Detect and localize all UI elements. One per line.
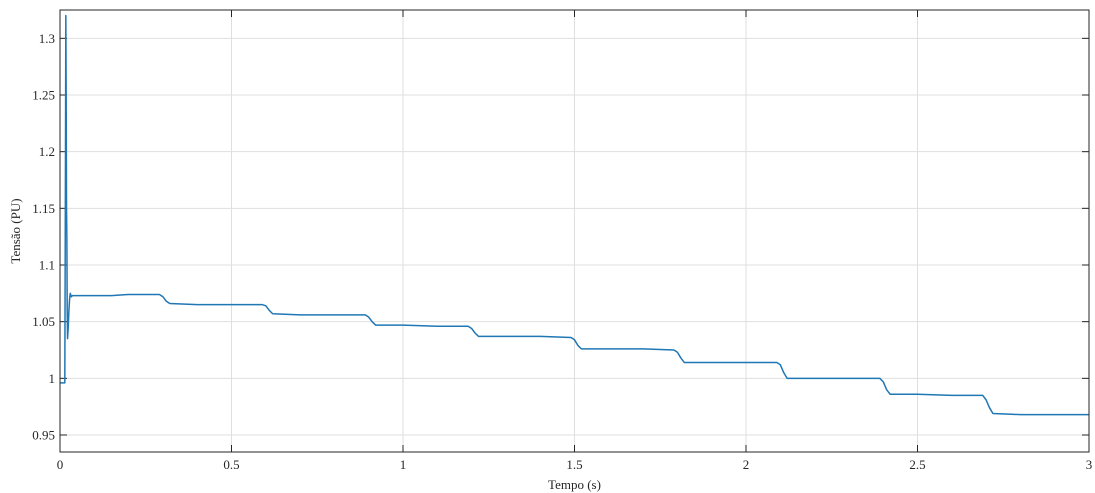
x-tick-labels: 0 0.5 1 1.5 2 2.5 3 [57,457,1093,472]
y-tick-label: 1.15 [32,201,55,216]
x-tick-label: 2.5 [909,457,925,472]
x-tick-label: 3 [1086,457,1093,472]
y-tick-label: 1.2 [39,144,55,159]
y-tick-labels: 0.95 1 1.05 1.1 1.15 1.2 1.25 1.3 [32,31,55,443]
y-tick-label: 1.3 [39,31,55,46]
x-tick-label: 2 [743,457,750,472]
x-tick-label: 1 [400,457,407,472]
x-tick-label: 0 [57,457,64,472]
y-tick-label: 1.25 [32,88,55,103]
x-tick-label: 1.5 [566,457,582,472]
y-tick-label: 1 [49,371,56,386]
plot-frame [59,9,1090,453]
y-axis-label: Tensão (PU) [8,198,23,263]
x-tick-label: 0.5 [223,457,239,472]
y-tick-label: 1.1 [39,258,55,273]
y-tick-label: 1.05 [32,314,55,329]
series-line [60,14,1089,416]
grid-lines [59,10,1090,452]
x-axis-label: Tempo (s) [548,477,601,492]
y-tick-label: 0.95 [32,428,55,443]
